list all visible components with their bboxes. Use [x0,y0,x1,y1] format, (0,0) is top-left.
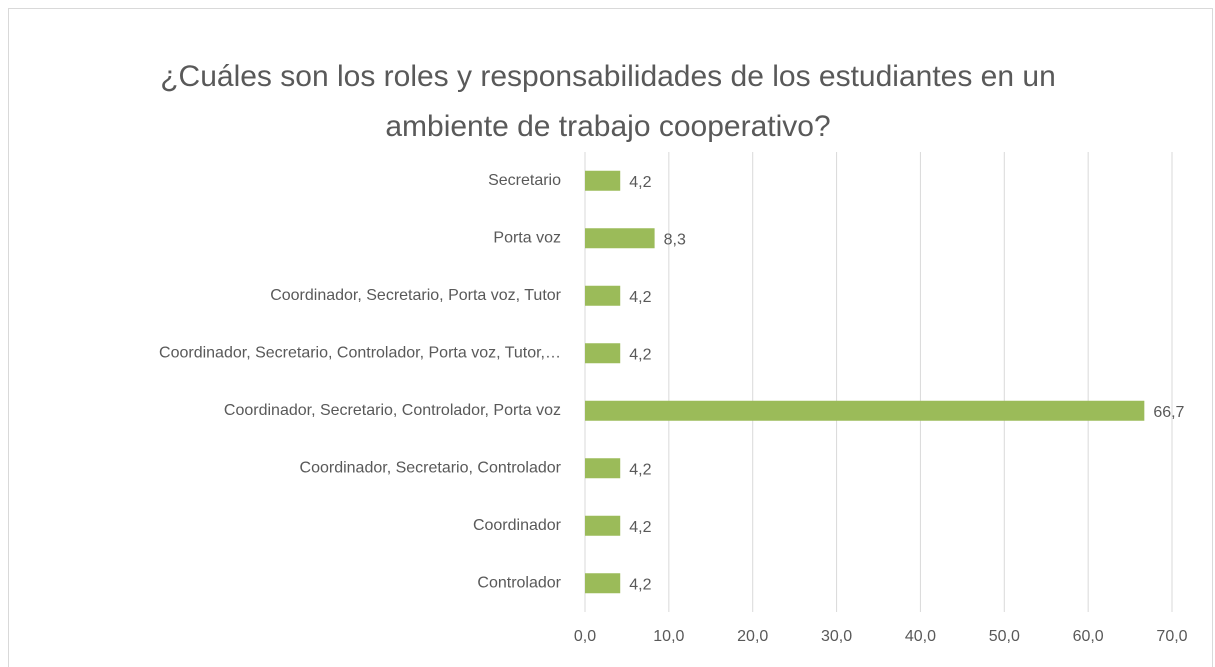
y-tick-label: Coordinador, Secretario, Porta voz, Tuto… [270,287,561,304]
x-tick-label: 40,0 [905,628,936,645]
data-label: 4,2 [629,289,651,306]
y-tick-label: Coordinador, Secretario, Controlador, Po… [224,402,561,419]
y-tick-label: Coordinador, Secretario, Controlador, Po… [159,344,561,361]
chart-title: ¿Cuáles son los roles y responsabilidade… [160,60,1056,143]
y-tick-label: Porta voz [493,229,561,246]
data-label: 4,2 [629,576,651,593]
data-label: 66,7 [1153,404,1184,421]
x-tick-label: 50,0 [989,628,1020,645]
y-tick-label: Secretario [488,172,561,189]
x-tick-label: 30,0 [821,628,852,645]
x-tick-label: 60,0 [1073,628,1104,645]
chart-border [8,8,1213,667]
bar [585,170,621,191]
x-tick-label: 70,0 [1156,628,1187,645]
bar [585,515,621,536]
data-label: 8,3 [664,231,686,248]
y-tick-label: Coordinador [473,517,562,534]
x-tick-label: 0,0 [574,628,596,645]
bar [585,573,621,594]
y-tick-label: Coordinador, Secretario, Controlador [300,459,562,476]
data-label: 4,2 [629,519,651,536]
bar [585,228,655,249]
bar [585,458,621,479]
data-label: 4,2 [629,346,651,363]
x-tick-label: 10,0 [653,628,684,645]
data-label: 4,2 [629,461,651,478]
data-label: 4,2 [629,174,651,191]
bar [585,400,1145,421]
x-tick-label: 20,0 [737,628,768,645]
y-tick-label: Controlador [477,574,561,591]
bar [585,285,621,306]
bar [585,343,621,364]
